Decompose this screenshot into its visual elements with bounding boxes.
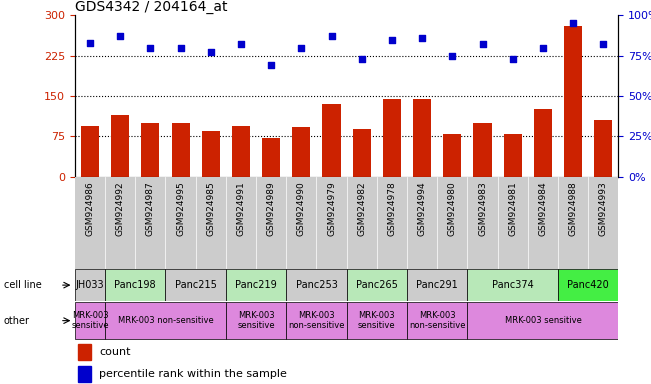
Point [85, 40, 95, 46]
Point [598, 41, 609, 48]
Bar [558, 270, 618, 301]
Bar [111, 115, 129, 177]
Point [296, 45, 307, 51]
Text: GSM924995: GSM924995 [176, 181, 185, 236]
Text: GSM924988: GSM924988 [569, 181, 577, 236]
Text: other: other [4, 316, 30, 326]
Bar [292, 127, 311, 177]
Text: MRK-003 non-sensitive: MRK-003 non-sensitive [118, 316, 214, 325]
Point [357, 56, 367, 62]
Text: GSM924985: GSM924985 [206, 181, 215, 236]
Text: Panc198: Panc198 [115, 280, 156, 290]
Text: GSM924980: GSM924980 [448, 181, 457, 236]
Bar [443, 134, 462, 177]
Bar [226, 270, 286, 301]
Bar [383, 99, 401, 177]
Point [175, 45, 186, 51]
Bar [353, 129, 371, 177]
Text: MRK-003
sensitive: MRK-003 sensitive [358, 311, 396, 330]
Bar [346, 302, 407, 339]
Bar [467, 302, 618, 339]
Text: GSM924993: GSM924993 [599, 181, 608, 236]
Bar [504, 134, 522, 177]
Point [508, 56, 518, 62]
Text: GSM924987: GSM924987 [146, 181, 155, 236]
Bar [473, 123, 492, 177]
Text: MRK-003
non-sensitive: MRK-003 non-sensitive [409, 311, 465, 330]
Bar [534, 109, 552, 177]
Bar [165, 270, 226, 301]
Text: GSM924994: GSM924994 [418, 181, 426, 236]
Text: MRK-003
sensitive: MRK-003 sensitive [71, 311, 109, 330]
Point [266, 62, 277, 68]
Bar [75, 270, 105, 301]
Bar [141, 123, 159, 177]
Text: GSM924983: GSM924983 [478, 181, 487, 236]
Text: Panc420: Panc420 [568, 280, 609, 290]
Bar [202, 131, 220, 177]
Text: GSM924986: GSM924986 [85, 181, 94, 236]
Text: GSM924981: GSM924981 [508, 181, 518, 236]
Bar [407, 270, 467, 301]
Text: GSM924984: GSM924984 [538, 181, 547, 236]
Point [387, 36, 397, 43]
Bar [81, 126, 99, 177]
Point [236, 41, 246, 48]
Bar [407, 302, 467, 339]
Point [145, 45, 156, 51]
Text: GSM924991: GSM924991 [236, 181, 245, 236]
Bar [346, 270, 407, 301]
Point [568, 20, 578, 26]
Text: Panc215: Panc215 [174, 280, 217, 290]
Text: GSM924978: GSM924978 [387, 181, 396, 236]
Bar [105, 270, 165, 301]
Text: Panc219: Panc219 [235, 280, 277, 290]
Bar [413, 99, 431, 177]
Bar [467, 270, 558, 301]
Text: MRK-003
sensitive: MRK-003 sensitive [237, 311, 275, 330]
Bar [226, 302, 286, 339]
Text: Panc253: Panc253 [296, 280, 337, 290]
Bar [286, 270, 346, 301]
Text: GSM924982: GSM924982 [357, 181, 367, 236]
Text: GSM924989: GSM924989 [267, 181, 275, 236]
Bar [77, 366, 91, 382]
Text: Panc265: Panc265 [356, 280, 398, 290]
Bar [322, 104, 340, 177]
Text: Panc374: Panc374 [492, 280, 534, 290]
Text: GSM924992: GSM924992 [116, 181, 124, 236]
Bar [232, 126, 250, 177]
Text: count: count [100, 347, 131, 357]
Bar [75, 302, 105, 339]
Point [417, 35, 427, 41]
Bar [105, 302, 226, 339]
Text: GSM924979: GSM924979 [327, 181, 336, 236]
Point [115, 33, 126, 40]
Point [206, 50, 216, 56]
Text: MRK-003 sensitive: MRK-003 sensitive [505, 316, 581, 325]
Bar [171, 123, 189, 177]
Text: Panc291: Panc291 [417, 280, 458, 290]
Text: GSM924990: GSM924990 [297, 181, 306, 236]
Text: JH033: JH033 [76, 280, 104, 290]
Text: GDS4342 / 204164_at: GDS4342 / 204164_at [75, 0, 227, 14]
Point [477, 41, 488, 48]
Bar [594, 120, 613, 177]
Bar [564, 26, 582, 177]
Point [326, 33, 337, 40]
Bar [77, 344, 91, 360]
Text: cell line: cell line [4, 280, 42, 290]
Text: percentile rank within the sample: percentile rank within the sample [100, 369, 287, 379]
Point [538, 45, 548, 51]
Point [447, 53, 458, 59]
Bar [262, 138, 280, 177]
Bar [286, 302, 346, 339]
Text: MRK-003
non-sensitive: MRK-003 non-sensitive [288, 311, 345, 330]
